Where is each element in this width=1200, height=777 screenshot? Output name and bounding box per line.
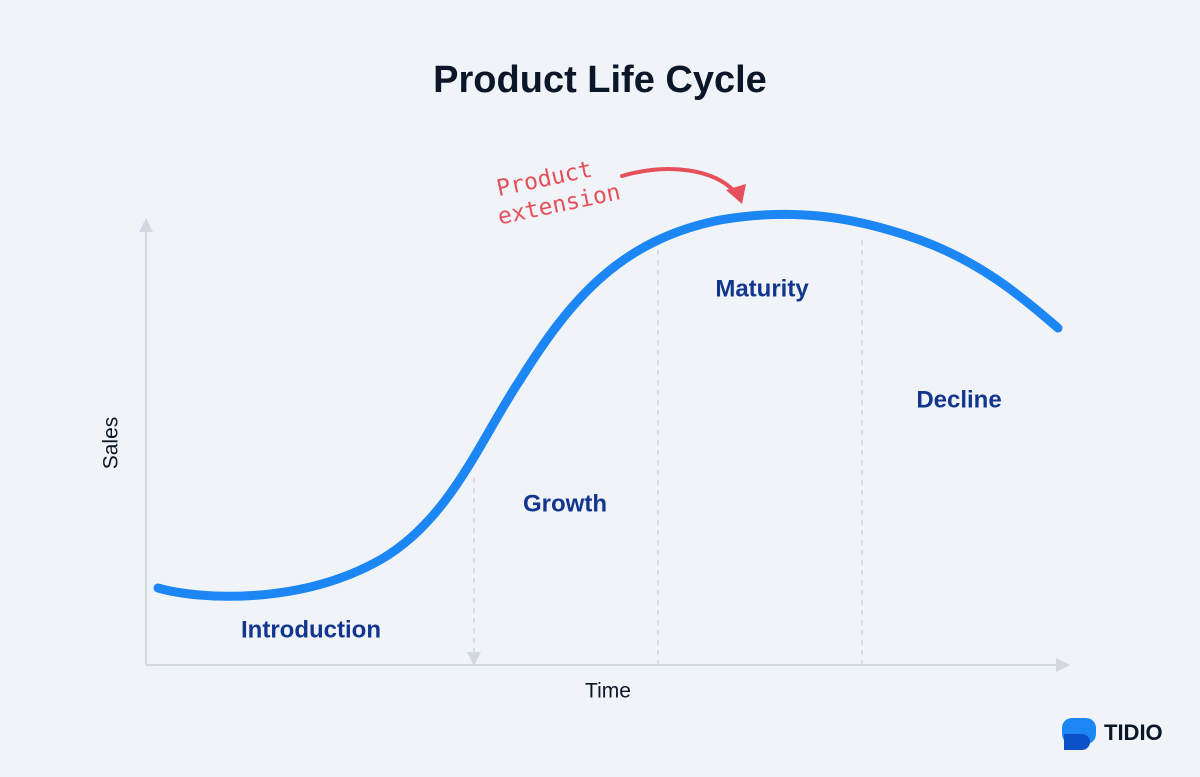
y-axis-label: Sales bbox=[100, 417, 123, 470]
life-cycle-curve bbox=[153, 209, 1063, 601]
stage-label: Growth bbox=[523, 490, 607, 517]
x-axis-label: Time bbox=[585, 680, 631, 703]
stage-label: Maturity bbox=[715, 275, 809, 302]
dividers bbox=[473, 240, 863, 665]
stage-label: Decline bbox=[916, 386, 1001, 413]
annotation-arrowhead bbox=[726, 184, 746, 204]
brand-name: TIDIO bbox=[1104, 720, 1163, 745]
title: Product Life Cycle bbox=[433, 59, 767, 101]
brand-logo: TIDIO bbox=[1062, 718, 1163, 750]
annotation-arrow bbox=[620, 167, 737, 194]
y-axis-arrow bbox=[139, 218, 153, 232]
stage-label: Introduction bbox=[241, 616, 381, 643]
divider-arrow bbox=[467, 652, 481, 666]
logo-shape bbox=[1064, 734, 1090, 750]
x-axis-arrow bbox=[1056, 658, 1070, 672]
axes bbox=[145, 228, 1062, 666]
